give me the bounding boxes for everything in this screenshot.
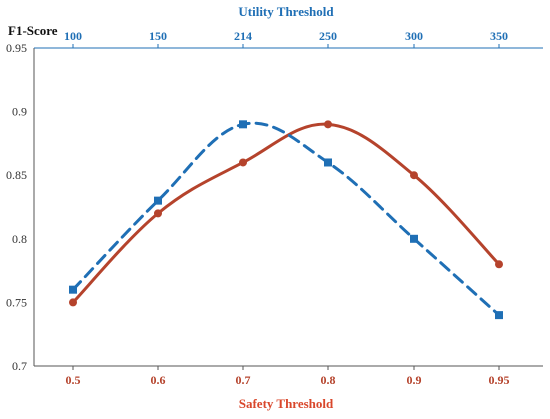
x-bottom-tick-label: 0.6 xyxy=(151,373,166,387)
x-bottom-tick-label: 0.5 xyxy=(66,373,81,387)
x-top-tick-label: 350 xyxy=(490,29,508,43)
y-tick-label: 0.85 xyxy=(6,168,27,182)
plot-frame xyxy=(33,47,543,367)
y-tick-label: 0.75 xyxy=(6,295,27,309)
x-top-tick-label: 300 xyxy=(405,29,423,43)
data-point xyxy=(69,285,77,294)
x-bottom-tick-label: 0.7 xyxy=(236,373,251,387)
data-point xyxy=(495,311,503,320)
series-line xyxy=(71,122,501,304)
x-bottom-tick-label: 0.9 xyxy=(407,373,422,387)
data-point xyxy=(239,158,247,167)
y-tick-label: 0.8 xyxy=(12,232,27,246)
series-line xyxy=(71,121,501,317)
y-tick-label: 0.95 xyxy=(6,41,27,55)
data-point xyxy=(324,120,332,129)
x-top-tick-label: 100 xyxy=(64,29,82,43)
data-point xyxy=(495,260,503,269)
x-bottom-tick-labels: 0.5 0.6 0.7 0.8 0.9 0.95 xyxy=(66,366,510,387)
data-point xyxy=(239,120,247,129)
y-axis-label: F1-Score xyxy=(8,23,58,38)
y-tick-label: 0.9 xyxy=(12,105,27,119)
x-top-tick-label: 150 xyxy=(149,29,167,43)
series-layer xyxy=(69,120,503,320)
data-point xyxy=(410,171,418,180)
y-tick-labels: 0.7 0.75 0.8 0.85 0.9 0.95 xyxy=(6,41,27,373)
series-utility xyxy=(69,120,503,320)
series-safety xyxy=(69,120,503,307)
data-point xyxy=(69,298,77,307)
x-top-tick-labels: 100 150 214 250 300 350 xyxy=(64,29,508,48)
x-top-tick-label: 214 xyxy=(234,29,252,43)
data-point xyxy=(324,158,332,167)
data-point xyxy=(154,196,162,205)
x-bottom-tick-label: 0.95 xyxy=(489,373,510,387)
x-bottom-tick-label: 0.8 xyxy=(321,373,336,387)
x-top-axis-label: Utility Threshold xyxy=(238,4,334,19)
data-point xyxy=(410,234,418,243)
x-bottom-axis-label: Safety Threshold xyxy=(239,396,334,411)
data-point xyxy=(154,209,162,218)
x-top-tick-label: 250 xyxy=(319,29,337,43)
y-tick-label: 0.7 xyxy=(12,359,27,373)
